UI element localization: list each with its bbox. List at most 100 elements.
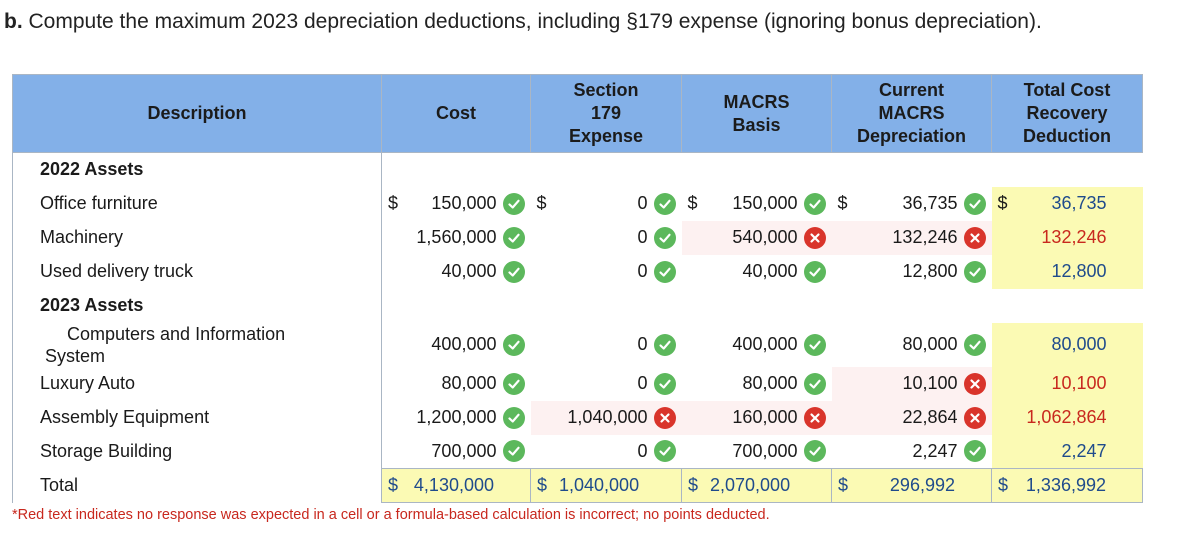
currency-sign: $ <box>388 193 399 213</box>
check-circle-icon <box>653 226 676 249</box>
total-basis-value: 2,070,000 <box>710 475 791 495</box>
total-deduction-value: 132,246 <box>1041 227 1107 247</box>
s179-input[interactable]: 0 <box>637 261 648 281</box>
x-circle-icon <box>803 226 826 249</box>
total-deduction-value: 2,247 <box>1061 440 1107 461</box>
check-circle-icon <box>653 260 676 283</box>
question-heading: b. Compute the maximum 2023 depreciation… <box>4 8 1180 36</box>
s179-input[interactable]: 0 <box>637 334 648 354</box>
table-row: Luxury Auto 80,000 0 80,000 10,100 10,10… <box>12 366 1143 401</box>
currency-sign: $ <box>997 193 1008 213</box>
check-circle-icon <box>803 372 826 395</box>
check-circle-icon <box>963 260 986 283</box>
currency-sign: $ <box>536 193 547 213</box>
total-deduction-value: 36,735 <box>1051 193 1107 213</box>
basis-input[interactable]: 80,000 <box>742 373 798 393</box>
row-description: Machinery <box>12 220 382 255</box>
total-row: Total $4,130,000 $1,040,000 $2,070,000 $… <box>12 468 1143 503</box>
total-current-value: 296,992 <box>889 475 955 495</box>
currency-sign: $ <box>838 475 849 495</box>
basis-input[interactable]: 400,000 <box>732 334 798 354</box>
row-description: Computers and Information System <box>12 322 382 367</box>
cost-input[interactable]: 1,200,000 <box>416 407 497 427</box>
header-cost: Cost <box>381 74 531 153</box>
total-deduction-sum: 1,336,992 <box>1025 475 1106 495</box>
s179-input[interactable]: 0 <box>637 227 648 247</box>
check-circle-icon <box>502 406 525 429</box>
total-s179-value: 1,040,000 <box>559 475 640 495</box>
basis-input[interactable]: 150,000 <box>732 193 798 213</box>
depreciation-table: Description Cost Section 179 Expense MACRS… <box>12 74 1143 503</box>
currency-sign: $ <box>537 475 548 495</box>
header-current-macrs: Current MACRS Depreciation <box>831 74 992 153</box>
check-circle-icon <box>502 192 525 215</box>
cost-input[interactable]: 1,560,000 <box>416 227 497 247</box>
section-row-2022: 2022 Assets <box>12 152 1143 187</box>
header-macrs-basis: MACRS Basis <box>681 74 832 153</box>
x-circle-icon <box>963 226 986 249</box>
total-deduction-value: 10,100 <box>1051 373 1107 393</box>
x-circle-icon <box>963 372 986 395</box>
row-description: Used delivery truck <box>12 254 382 289</box>
s179-input[interactable]: 0 <box>637 193 648 213</box>
current-depreciation-input[interactable]: 12,800 <box>902 261 958 281</box>
basis-input[interactable]: 540,000 <box>732 227 798 247</box>
currency-sign: $ <box>837 193 848 213</box>
current-depreciation-input[interactable]: 22,864 <box>902 407 958 427</box>
question-text: Compute the maximum 2023 depreciation de… <box>28 10 1042 33</box>
cost-input[interactable]: 150,000 <box>431 193 497 213</box>
check-circle-icon <box>653 440 676 463</box>
check-circle-icon <box>502 372 525 395</box>
check-circle-icon <box>502 440 525 463</box>
table-row: Office furniture $150,000 $0 $150,000 $3… <box>12 186 1143 221</box>
total-label: Total <box>12 468 382 503</box>
footnote: *Red text indicates no response was expe… <box>12 507 770 523</box>
currency-sign: $ <box>998 475 1009 495</box>
section-row-2023: 2023 Assets <box>12 288 1143 323</box>
s179-input[interactable]: 0 <box>637 373 648 393</box>
s179-input[interactable]: 0 <box>637 440 648 461</box>
check-circle-icon <box>803 192 826 215</box>
row-description: Assembly Equipment <box>12 400 382 435</box>
s179-input[interactable]: 1,040,000 <box>567 407 648 427</box>
current-depreciation-input[interactable]: 80,000 <box>902 334 958 354</box>
question-part-label: b. <box>4 10 23 33</box>
header-section-179: Section 179 Expense <box>530 74 682 153</box>
table-row: Machinery 1,560,000 0 540,000 132,246 13… <box>12 220 1143 255</box>
header-total-cost-recovery: Total Cost Recovery Deduction <box>991 74 1143 153</box>
row-description: Luxury Auto <box>12 366 382 401</box>
check-circle-icon <box>502 333 525 356</box>
current-depreciation-input[interactable]: 10,100 <box>902 373 958 393</box>
row-description: Storage Building <box>12 434 382 469</box>
cost-input[interactable]: 40,000 <box>441 261 497 281</box>
check-circle-icon <box>963 192 986 215</box>
check-circle-icon <box>803 260 826 283</box>
currency-sign: $ <box>688 475 699 495</box>
check-circle-icon <box>653 372 676 395</box>
cost-input[interactable]: 700,000 <box>431 440 497 461</box>
row-description: Office furniture <box>12 186 382 221</box>
table-row: Assembly Equipment 1,200,000 1,040,000 1… <box>12 400 1143 435</box>
total-deduction-value: 80,000 <box>1051 334 1107 354</box>
basis-input[interactable]: 160,000 <box>732 407 798 427</box>
current-depreciation-input[interactable]: 132,246 <box>892 227 958 247</box>
current-depreciation-input[interactable]: 36,735 <box>902 193 958 213</box>
check-circle-icon <box>803 333 826 356</box>
cost-input[interactable]: 400,000 <box>431 334 497 354</box>
x-circle-icon <box>653 406 676 429</box>
section-label: 2022 Assets <box>12 152 382 187</box>
current-depreciation-input[interactable]: 2,247 <box>912 440 958 461</box>
basis-input[interactable]: 40,000 <box>742 261 798 281</box>
check-circle-icon <box>502 260 525 283</box>
check-circle-icon <box>502 226 525 249</box>
cost-input[interactable]: 80,000 <box>441 373 497 393</box>
check-circle-icon <box>803 440 826 463</box>
currency-sign: $ <box>687 193 698 213</box>
total-cost-value: 4,130,000 <box>413 475 494 495</box>
check-circle-icon <box>653 192 676 215</box>
check-circle-icon <box>963 333 986 356</box>
basis-input[interactable]: 700,000 <box>732 440 798 461</box>
currency-sign: $ <box>388 475 399 495</box>
table-row: Computers and Information System 400,000… <box>12 322 1143 367</box>
check-circle-icon <box>653 333 676 356</box>
